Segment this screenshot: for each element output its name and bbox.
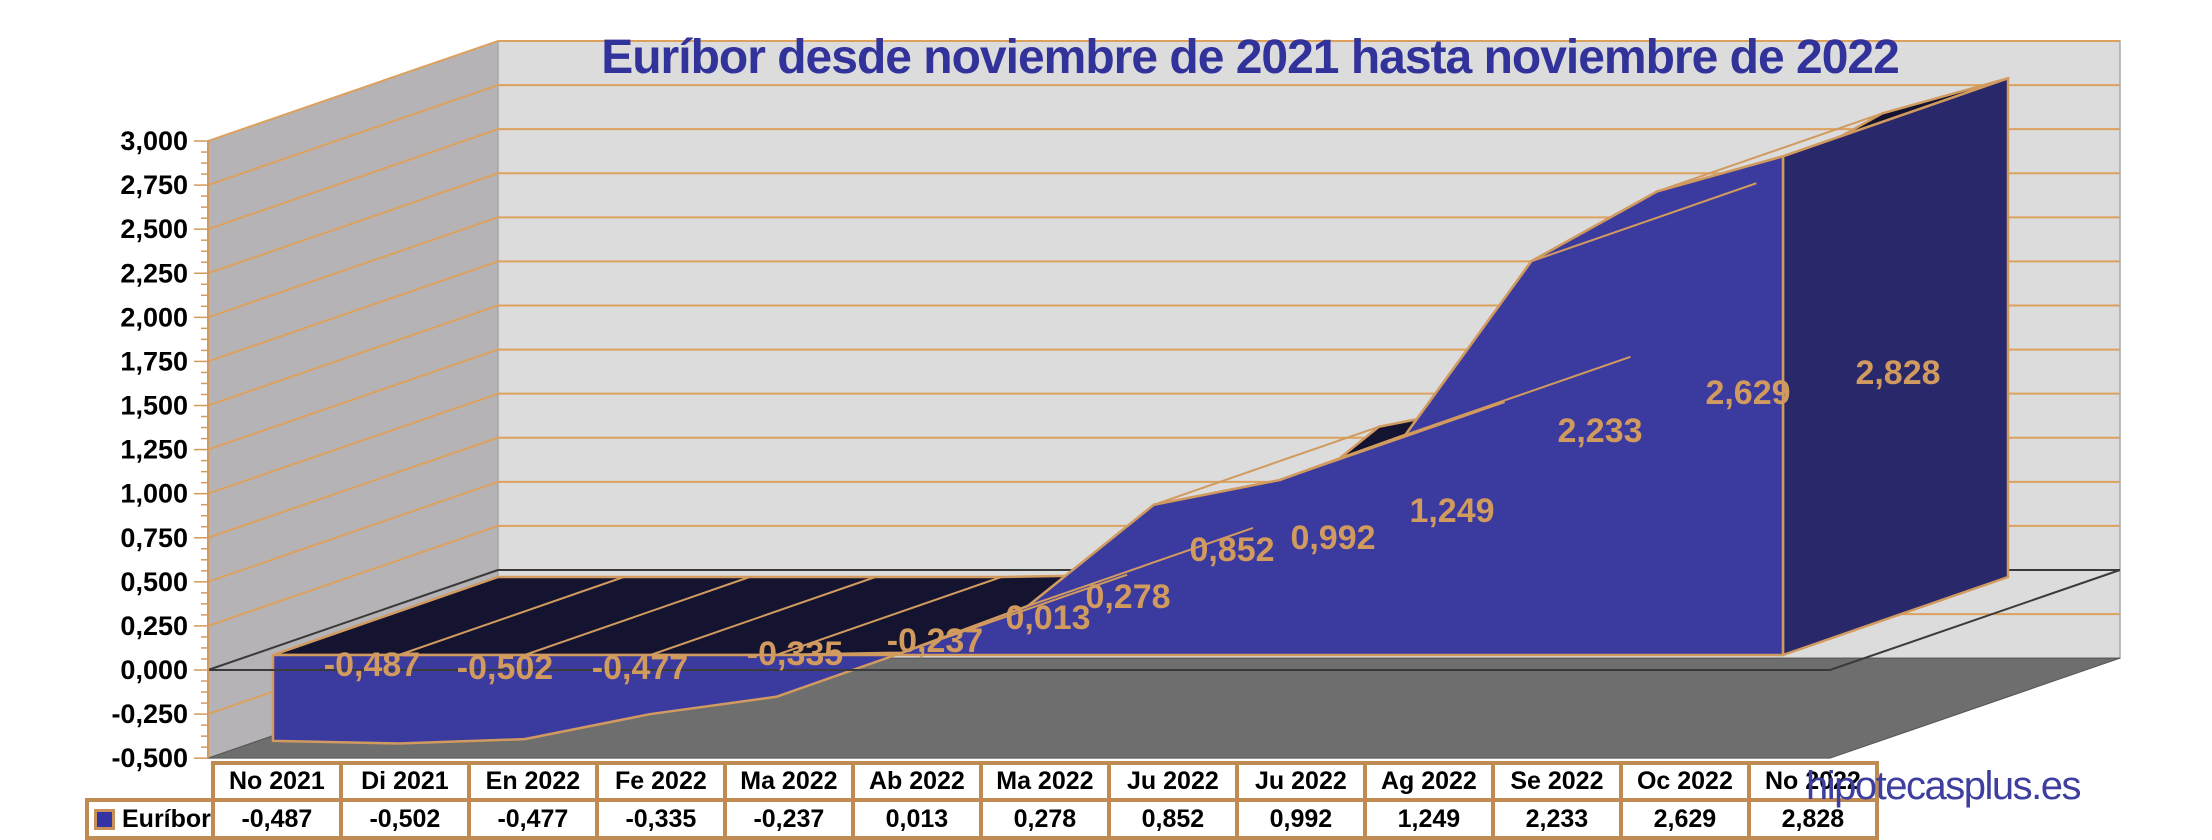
gridline-wall [207, 436, 499, 539]
value-cell: -0,477 [466, 798, 599, 840]
month-header-cell: Ju 2022 [1234, 761, 1367, 802]
gridline-wall [207, 348, 499, 451]
gridline-wall [207, 84, 499, 187]
series-segment-edge [650, 576, 876, 656]
month-header-cell: Ab 2022 [850, 761, 983, 802]
legend-cell: Euríbor [85, 798, 215, 840]
data-label: 0,992 [1290, 519, 1375, 557]
month-header-cell: Ma 2022 [978, 761, 1111, 802]
watermark-hipotecasplus: hipotecasplus.es [1806, 764, 2081, 808]
value-cell: 0,013 [850, 798, 983, 840]
y-axis-tick-label: 0,250 [120, 611, 188, 641]
gridline-wall [207, 480, 499, 583]
gridline-wall [207, 524, 499, 627]
gridline-wall [207, 304, 499, 407]
series-segment-edge [1405, 355, 1631, 436]
month-header-cell: Oc 2022 [1618, 761, 1751, 802]
y-axis-tick-label: -0,250 [111, 699, 188, 729]
y-axis-tick-label: 1,500 [120, 391, 188, 421]
data-label: 2,629 [1705, 374, 1790, 412]
data-label: -0,502 [457, 649, 553, 687]
zero-line [208, 569, 2121, 671]
month-header-cell: En 2022 [466, 761, 599, 802]
data-label: -0,477 [592, 649, 688, 687]
series-segment-edge [1153, 425, 1380, 506]
data-label: 0,278 [1085, 578, 1170, 616]
y-axis-tick-label: 1,750 [120, 346, 188, 376]
data-label: 2,828 [1855, 354, 1940, 392]
chart-title: Euríbor desde noviembre de 2021 hasta no… [601, 31, 1900, 84]
series-segment-edge [776, 576, 1002, 656]
y-axis-tick-label: 1,250 [120, 435, 188, 465]
gridline-wall [207, 392, 499, 495]
y-axis-tick-label: 0,750 [120, 523, 188, 553]
data-label: 1,249 [1409, 492, 1494, 530]
month-header-cell: No 2021 [210, 761, 343, 802]
y-axis-tick-label: 2,000 [120, 302, 188, 332]
gridline-wall [207, 216, 499, 319]
value-cell: 0,278 [978, 798, 1111, 840]
y-axis-tick-label: 0,500 [120, 567, 188, 597]
gridline-wall [207, 260, 499, 363]
value-cell: 2,629 [1618, 798, 1751, 840]
value-cell: 0,852 [1106, 798, 1239, 840]
series-segment-edge [524, 576, 750, 656]
series-segment-edge [398, 576, 625, 656]
y-axis-tick-label: 3,000 [120, 126, 188, 156]
value-cell: -0,502 [338, 798, 471, 840]
data-label: 0,013 [1005, 599, 1090, 637]
month-header-cell: Fe 2022 [594, 761, 727, 802]
y-axis-tick-label: -0,500 [111, 743, 188, 773]
legend-series-label: Euríbor [122, 804, 211, 833]
data-label: 2,233 [1557, 412, 1642, 450]
value-cell: -0,237 [722, 798, 855, 840]
month-header-cell: Di 2021 [338, 761, 471, 802]
series-segment-edge [272, 576, 499, 656]
gridline-wall [207, 128, 499, 231]
value-cell: 0,992 [1234, 798, 1367, 840]
y-axis-tick-label: 1,000 [120, 479, 188, 509]
data-label: 0,852 [1189, 531, 1274, 569]
month-header-cell: No 2022 [1746, 761, 1879, 802]
value-cell: 2,233 [1490, 798, 1623, 840]
data-label: -0,237 [887, 622, 983, 660]
data-label: -0,335 [747, 635, 843, 673]
month-header-cell: Ag 2022 [1362, 761, 1495, 802]
series-segment-edge [1531, 182, 1757, 263]
gridline-wall [207, 569, 499, 671]
gridline-wall [207, 40, 499, 142]
y-axis-tick-label: 2,750 [120, 170, 188, 200]
y-axis-tick-label: 2,500 [120, 214, 188, 244]
month-header-cell: Se 2022 [1490, 761, 1623, 802]
value-cell: 2,828 [1746, 798, 1879, 840]
series-segment-edge [1027, 527, 1254, 607]
value-cell: 1,249 [1362, 798, 1495, 840]
series-segment-edge [1279, 401, 1505, 482]
y-axis-tick-label: 0,000 [120, 655, 188, 685]
series-segment-edge [1656, 112, 1883, 193]
month-header-cell: Ma 2022 [722, 761, 855, 802]
value-cell: -0,335 [594, 798, 727, 840]
y-axis-tick-label: 2,250 [120, 258, 188, 288]
value-cell: -0,487 [210, 798, 343, 840]
table-corner-cell [87, 763, 213, 800]
series-segment-edge [901, 573, 1128, 654]
gridline-wall [207, 172, 499, 275]
series-segment-edge [1782, 77, 2009, 158]
data-table: No 2021 Di 2021 En 2022 Fe 2022 Ma 2022 Ab 20… [85, 761, 1879, 840]
data-label: -0,487 [324, 646, 420, 684]
series-marker-icon [94, 808, 115, 830]
month-header-cell: Ju 2022 [1106, 761, 1239, 802]
area-front-face [271, 155, 1785, 745]
